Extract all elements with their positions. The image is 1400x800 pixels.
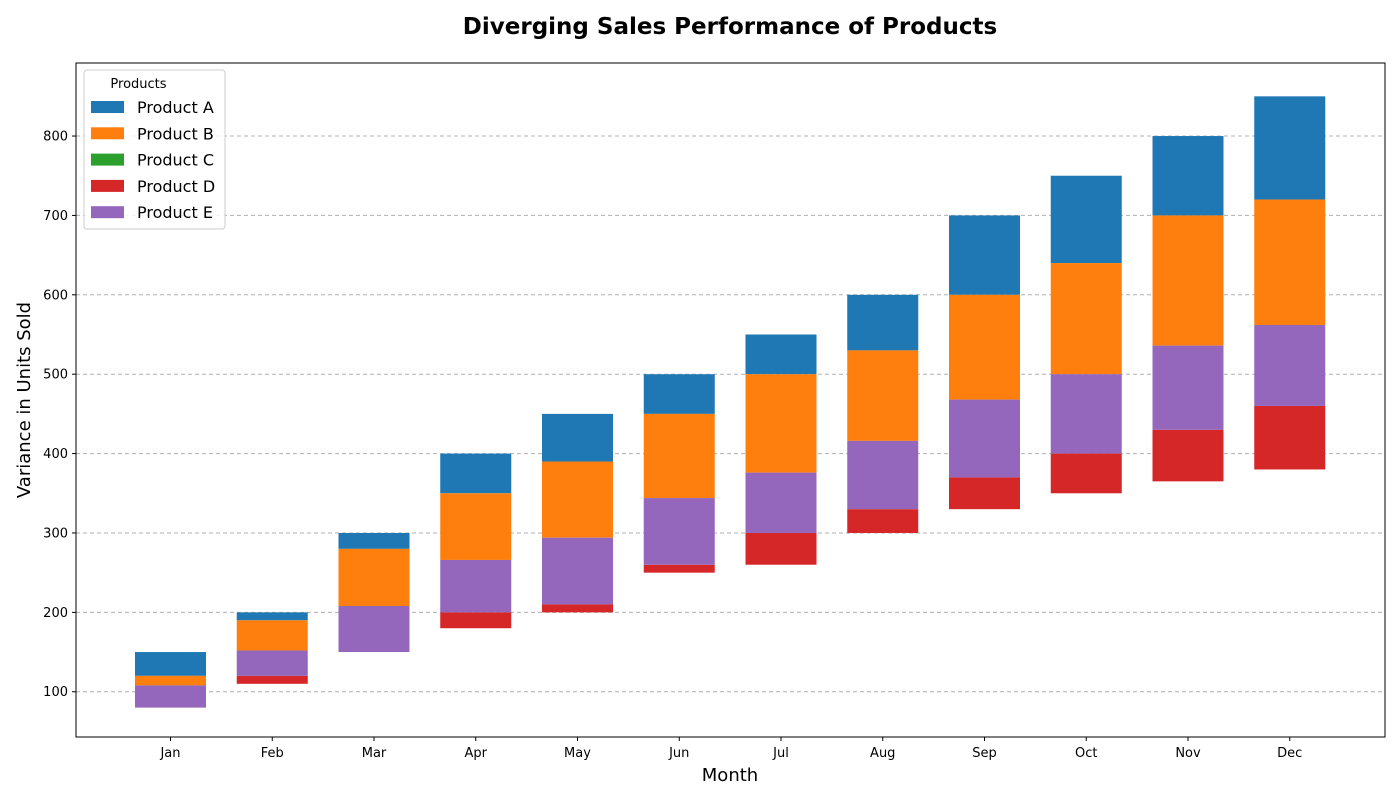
- bar-product-a: [745, 334, 817, 375]
- bars: [135, 96, 1326, 708]
- bar-product-b: [1254, 199, 1326, 325]
- legend-label-product-d: Product D: [137, 177, 215, 196]
- legend-swatch-product-c: [91, 153, 124, 166]
- x-tick-label: Dec: [1277, 746, 1302, 761]
- plot-frame: [75, 62, 1386, 738]
- y-tick-label: 800: [43, 130, 68, 145]
- legend-label-product-b: Product B: [137, 124, 214, 143]
- bar-product-a: [236, 612, 308, 621]
- legend-title: Products: [110, 77, 166, 92]
- bar-product-e: [1254, 324, 1326, 406]
- bar-product-a: [949, 215, 1020, 295]
- bar-product-e: [135, 685, 206, 708]
- y-tick-label: 200: [43, 606, 68, 621]
- bar-product-e: [949, 399, 1020, 478]
- x-tick-label: Oct: [1075, 746, 1097, 761]
- y-axis: 100 200 300 400 500 600 700 800: [43, 130, 76, 700]
- bar-product-b: [542, 461, 613, 538]
- legend-label-product-c: Product C: [137, 151, 214, 170]
- bar-product-e: [643, 498, 715, 565]
- y-tick-label: 400: [43, 447, 68, 462]
- y-tick-label: 300: [43, 526, 68, 541]
- bar-product-b: [1050, 263, 1122, 375]
- bar-product-b: [1152, 215, 1224, 346]
- bar-product-d: [949, 477, 1020, 510]
- legend: Products Product A Product B Product C Produ…: [83, 69, 226, 230]
- bar-product-a: [338, 532, 410, 549]
- x-tick-label: Jan: [159, 746, 180, 761]
- bar-product-a: [1152, 136, 1224, 216]
- x-axis: Jan Feb Mar Apr May Jun Jul Aug Sep Oct Nov Dec: [159, 737, 1302, 761]
- bar-product-e: [1152, 345, 1224, 430]
- y-tick-label: 600: [43, 288, 68, 303]
- bar-product-e: [338, 606, 410, 653]
- x-tick-label: Jun: [668, 746, 689, 761]
- bar-product-a: [643, 374, 715, 414]
- bar-product-b: [847, 350, 919, 441]
- bar-product-b: [949, 294, 1020, 400]
- chart-title: Diverging Sales Performance of Products: [463, 14, 997, 40]
- x-tick-label: Feb: [261, 746, 284, 761]
- bar-product-e: [745, 472, 817, 533]
- y-tick-label: 100: [43, 685, 68, 700]
- legend-label-product-a: Product A: [137, 98, 214, 117]
- bar-product-e: [440, 559, 512, 613]
- bar-product-b: [236, 620, 308, 651]
- bar-product-e: [236, 650, 308, 676]
- x-tick-label: May: [564, 746, 591, 761]
- bar-product-a: [135, 652, 206, 676]
- bar-product-d: [542, 604, 613, 613]
- bar-product-d: [847, 509, 919, 533]
- bar-product-d: [440, 612, 512, 629]
- bar-product-a: [542, 413, 613, 462]
- legend-label-product-e: Product E: [137, 203, 213, 222]
- x-tick-label: Apr: [465, 746, 488, 761]
- legend-swatch-product-b: [91, 127, 124, 140]
- y-tick-label: 500: [43, 368, 68, 383]
- bar-product-e: [1050, 374, 1122, 454]
- bar-product-b: [745, 374, 817, 473]
- x-tick-label: Aug: [870, 746, 895, 761]
- x-axis-label: Month: [702, 765, 758, 786]
- bar-product-d: [1152, 429, 1224, 482]
- bar-product-d: [236, 675, 308, 684]
- bar-product-b: [643, 413, 715, 499]
- bar-product-e: [847, 440, 919, 510]
- bar-product-d: [1254, 405, 1326, 470]
- bar-product-e: [542, 537, 613, 605]
- legend-swatch-product-d: [91, 179, 124, 192]
- y-tick-label: 700: [43, 209, 68, 224]
- x-tick-label: Jul: [772, 746, 789, 761]
- bar-product-d: [643, 564, 715, 573]
- bar-product-a: [1050, 175, 1122, 264]
- x-tick-label: Sep: [972, 746, 997, 761]
- y-axis-label: Variance in Units Sold: [14, 302, 35, 498]
- bar-product-b: [338, 548, 410, 607]
- bar-product-b: [440, 493, 512, 560]
- bar-product-a: [440, 453, 512, 494]
- x-tick-label: Nov: [1175, 746, 1201, 761]
- bar-product-d: [745, 532, 817, 565]
- x-tick-label: Mar: [362, 746, 387, 761]
- bar-product-b: [135, 675, 206, 686]
- bar-product-a: [1254, 96, 1326, 200]
- legend-swatch-product-a: [91, 101, 124, 113]
- bar-product-d: [1050, 453, 1122, 494]
- legend-swatch-product-e: [91, 206, 124, 219]
- bar-product-a: [847, 294, 919, 351]
